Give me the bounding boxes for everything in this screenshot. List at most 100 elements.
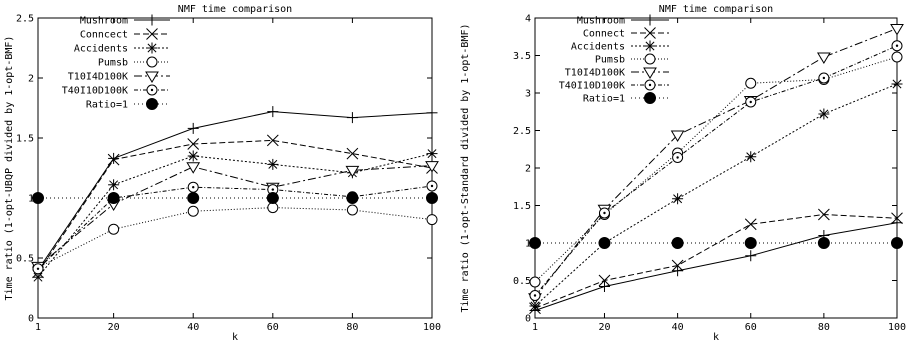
data-point bbox=[529, 276, 541, 288]
series-mushroom bbox=[32, 106, 438, 276]
x-tick-label: 100 bbox=[888, 322, 906, 333]
data-point bbox=[187, 181, 199, 193]
legend-marker bbox=[644, 27, 656, 39]
data-point bbox=[598, 237, 611, 249]
data-point bbox=[745, 250, 757, 262]
chart-right: NMF time comparison 0 0.5 1 1.5 2 2.5 3 3.5 4 1 20 4… bbox=[460, 4, 906, 340]
data-point bbox=[744, 237, 757, 249]
legend-label: Mushroom bbox=[80, 16, 128, 27]
series-mushroom bbox=[529, 217, 903, 316]
legend-label: Ratio=1 bbox=[583, 94, 625, 105]
data-point bbox=[745, 151, 757, 163]
data-point bbox=[426, 180, 438, 192]
legend-label: Ratio=1 bbox=[86, 100, 128, 111]
legend-label: Pumsb bbox=[595, 55, 625, 66]
data-point bbox=[672, 193, 684, 205]
x-axis-label: k bbox=[232, 332, 238, 340]
legend-label: T10I4D100K bbox=[68, 72, 128, 83]
data-point bbox=[671, 237, 684, 249]
plot-frame bbox=[534, 17, 898, 319]
data-point bbox=[266, 134, 279, 147]
legend-marker bbox=[644, 53, 656, 65]
data-point bbox=[32, 192, 44, 204]
y-tick-label: 0 bbox=[525, 314, 531, 325]
series-line bbox=[37, 139, 433, 273]
legend-label: Connect bbox=[583, 29, 625, 40]
data-point bbox=[346, 204, 358, 216]
x-tick-label: 80 bbox=[818, 322, 830, 333]
series-line bbox=[37, 165, 433, 267]
data-point bbox=[891, 237, 903, 249]
data-point bbox=[107, 192, 120, 204]
legend-label: Mushroom bbox=[577, 16, 625, 27]
y-tick-label: 0.5 bbox=[16, 254, 34, 265]
y-tick-label: 4 bbox=[525, 14, 531, 25]
legend: Mushroom Conncect Accidents Pumsb T10I4D100K… bbox=[62, 14, 170, 111]
data-point bbox=[346, 112, 358, 124]
data-point bbox=[891, 40, 903, 52]
data-point bbox=[425, 161, 439, 173]
y-tick-label: 1.5 bbox=[513, 201, 531, 212]
y-tick-label: 2 bbox=[525, 164, 531, 175]
x-axis-label: k bbox=[713, 332, 719, 340]
legend: Mushroom Connect Accidents Pumsb T10I4D100K T… bbox=[559, 14, 669, 105]
data-point bbox=[671, 259, 684, 272]
legend-label: T40I10D100K bbox=[62, 86, 128, 97]
data-point bbox=[816, 52, 831, 64]
data-point bbox=[891, 78, 903, 90]
y-tick-label: 1.5 bbox=[16, 134, 34, 145]
legend-label: T10I4D100K bbox=[565, 68, 625, 79]
data-point bbox=[529, 290, 541, 301]
y-tick-label: 0.5 bbox=[513, 276, 531, 287]
series-ratio-1 bbox=[32, 192, 438, 204]
data-point bbox=[529, 237, 541, 249]
series-line bbox=[534, 83, 898, 307]
series-t10i4d100k bbox=[528, 24, 904, 305]
data-point bbox=[598, 207, 610, 219]
data-point bbox=[744, 218, 757, 231]
data-point bbox=[745, 96, 757, 108]
data-point bbox=[187, 205, 199, 217]
x-tick-label: 80 bbox=[346, 322, 358, 333]
data-point bbox=[891, 212, 903, 225]
legend-marker bbox=[643, 67, 657, 79]
legend-marker bbox=[146, 84, 158, 96]
data-point bbox=[672, 152, 684, 163]
legend-label: T40I10D100K bbox=[559, 81, 625, 92]
data-point bbox=[890, 24, 904, 36]
series-t40i10d100k bbox=[32, 180, 438, 275]
legend-marker bbox=[644, 40, 656, 52]
data-point bbox=[32, 263, 44, 275]
data-point bbox=[891, 217, 903, 229]
series-conncect bbox=[32, 134, 438, 279]
series-line bbox=[534, 45, 898, 296]
legend-marker bbox=[146, 98, 158, 110]
data-point bbox=[891, 51, 903, 63]
legend-label: Accidents bbox=[571, 42, 625, 53]
data-point bbox=[108, 179, 120, 191]
data-point bbox=[426, 192, 438, 204]
series-accidents bbox=[32, 148, 438, 283]
legend-marker bbox=[644, 92, 656, 104]
data-point bbox=[107, 153, 120, 166]
x-tick-label: 40 bbox=[672, 322, 684, 333]
data-point bbox=[818, 108, 830, 120]
data-point bbox=[426, 214, 438, 226]
data-point bbox=[745, 77, 757, 89]
chart-title: NMF time comparison bbox=[178, 4, 292, 15]
x-tick-label: 40 bbox=[187, 322, 199, 333]
series-line bbox=[534, 222, 898, 311]
legend-marker bbox=[644, 79, 656, 91]
chart-title: NMF time comparison bbox=[659, 4, 773, 15]
series-pumsb bbox=[32, 202, 438, 274]
legend-marker bbox=[145, 71, 159, 83]
y-tick-label: 3 bbox=[525, 89, 531, 100]
data-point bbox=[670, 130, 685, 142]
legend-marker bbox=[644, 14, 656, 26]
y-axis-label: Time ratio (1-opt-UBQP divided by 1-opt-… bbox=[4, 36, 15, 301]
legend-label: Pumsb bbox=[98, 58, 128, 69]
data-point bbox=[108, 223, 120, 235]
legend-marker bbox=[146, 28, 158, 40]
data-point bbox=[187, 150, 199, 162]
